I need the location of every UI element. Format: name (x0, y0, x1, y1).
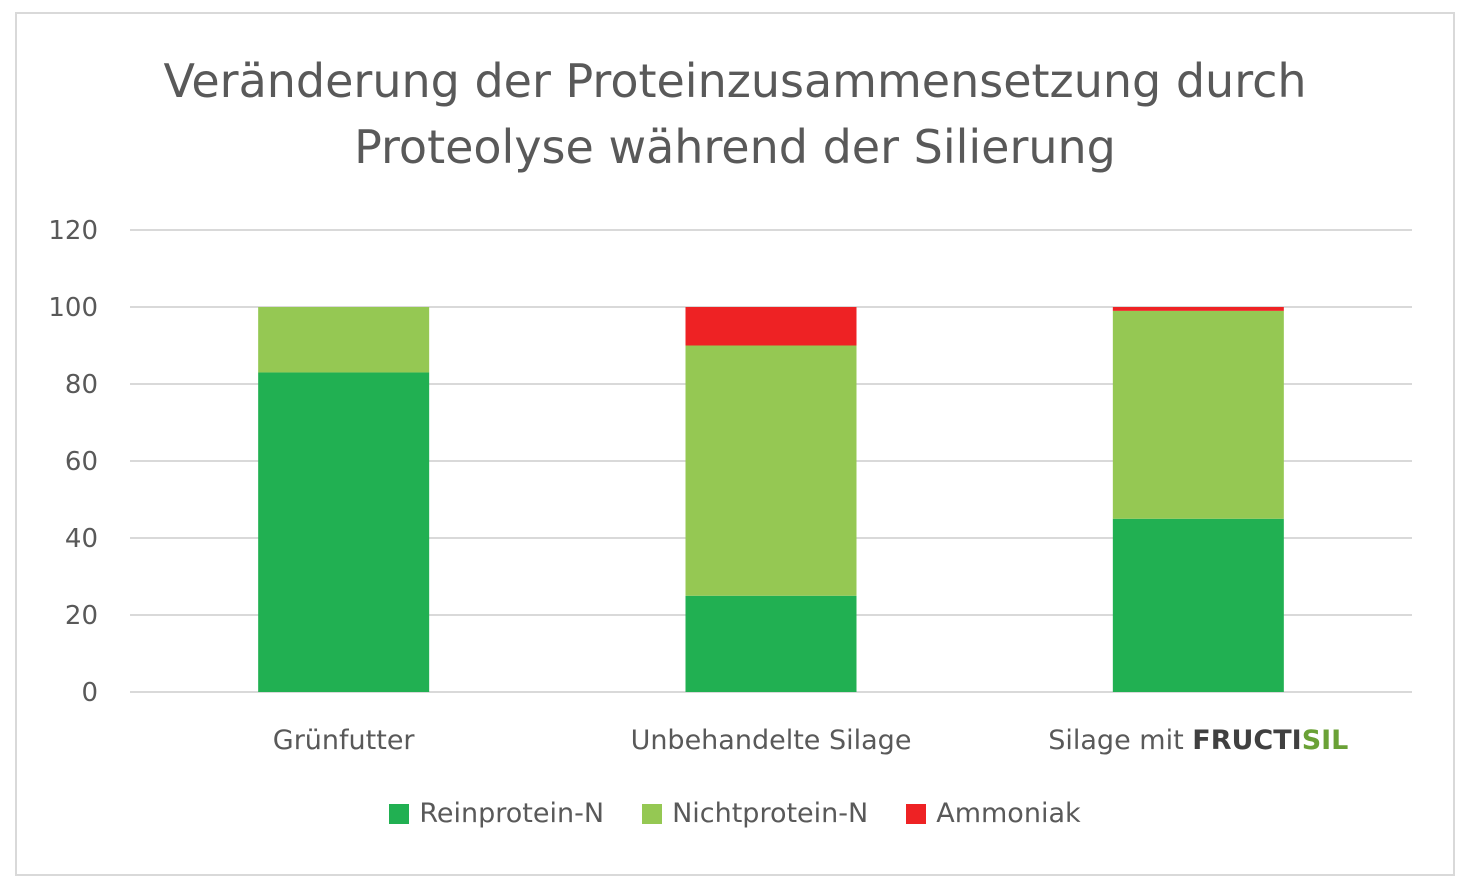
x-tick-label: Unbehandelte Silage (631, 725, 912, 756)
brand-name-dark: FRUCTI (1192, 725, 1301, 756)
bar-segment-reinprotein-n (1112, 518, 1284, 692)
chart-title-line-2: Proteolyse während der Silierung (354, 120, 1116, 174)
chart-title-line-1: Veränderung der Proteinzusammensetzung d… (163, 54, 1307, 108)
y-tick-label: 20 (65, 601, 98, 631)
brand-name-green: SIL (1302, 725, 1349, 756)
y-tick-label: 80 (65, 370, 98, 400)
legend-swatch (906, 803, 927, 824)
x-tick-label: Silage mit FRUCTISIL (1048, 725, 1348, 756)
legend-label: Nichtprotein-N (672, 798, 869, 829)
chart-title: Veränderung der Proteinzusammensetzung d… (0, 48, 1470, 180)
legend-swatch (642, 803, 663, 824)
bar-segment-reinprotein-n (685, 595, 857, 692)
y-tick-label: 120 (48, 216, 98, 246)
legend-item: Ammoniak (906, 798, 1081, 829)
y-tick-label: 60 (65, 447, 98, 477)
x-tick-label: Grünfutter (273, 725, 416, 756)
legend-item: Reinprotein-N (389, 798, 604, 829)
bar-segment-reinprotein-n (258, 372, 430, 692)
y-tick-label: 100 (48, 293, 98, 323)
chart-legend: Reinprotein-N Nichtprotein-N Ammoniak (0, 798, 1470, 829)
x-tick-label-text: Silage mit (1048, 725, 1192, 756)
legend-swatch (389, 803, 410, 824)
y-tick-label: 40 (65, 524, 98, 554)
legend-label: Ammoniak (936, 798, 1081, 829)
bar-segment-ammoniak (685, 307, 857, 346)
legend-item: Nichtprotein-N (642, 798, 868, 829)
x-tick-label-text: Grünfutter (273, 725, 416, 756)
x-tick-label-text: Unbehandelte Silage (631, 725, 912, 756)
y-tick-label: 0 (81, 678, 98, 708)
bar-segment-nichtprotein-n (258, 307, 430, 373)
bar-segment-nichtprotein-n (685, 345, 857, 596)
legend-label: Reinprotein-N (419, 798, 605, 829)
bar-segment-ammoniak (1112, 307, 1284, 311)
bar-segment-nichtprotein-n (1112, 310, 1284, 519)
